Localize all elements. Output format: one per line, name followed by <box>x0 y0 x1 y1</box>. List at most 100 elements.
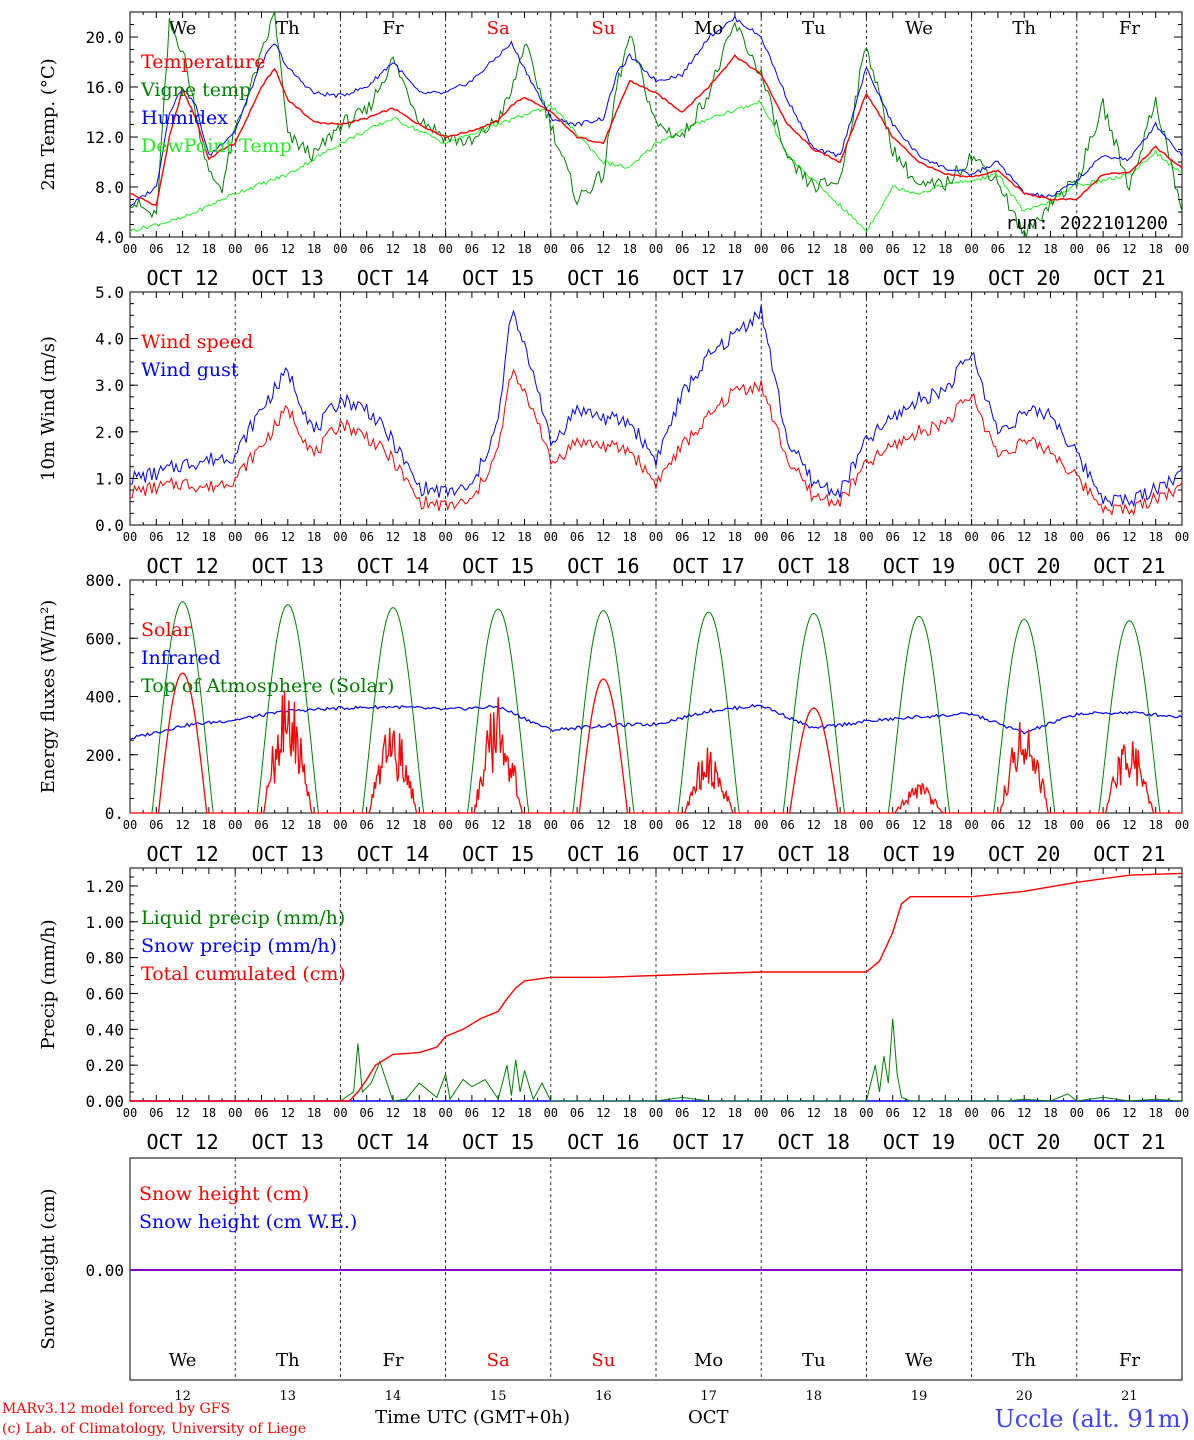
temperature-panel: 4.0 8.0 12.0 16.0 20.0 2m Temp. (°C) 00 06 12 18 O… <box>38 10 1189 290</box>
y-tick-label: 600. <box>85 629 124 648</box>
hour-tick-label: 12 <box>596 818 610 832</box>
hour-tick-label: 00 <box>1175 818 1189 832</box>
hour-tick-label: 18 <box>1148 818 1162 832</box>
hour-tick-label: 06 <box>465 242 479 256</box>
date-label: OCT 15 <box>462 842 534 866</box>
hour-tick-label: 00 <box>123 1106 137 1120</box>
y-tick-label: 0.00 <box>85 1261 124 1280</box>
precip-panel: 0.00 0.20 0.40 0.60 0.80 1.00 1.20 Precip (mm/h… <box>38 867 1189 1154</box>
y-tick-label: 0. <box>105 804 124 823</box>
hour-tick-label: 00 <box>754 530 768 544</box>
weekday-label: Th <box>276 18 300 39</box>
hour-tick-label: 00 <box>649 818 663 832</box>
hour-tick-label: 06 <box>780 1106 794 1120</box>
day-number-label: 15 <box>490 1389 507 1404</box>
hour-tick-label: 12 <box>912 530 926 544</box>
hour-tick-label: 00 <box>438 818 452 832</box>
hour-tick-label: 00 <box>438 530 452 544</box>
hour-tick-label: 06 <box>991 530 1005 544</box>
y-tick-label: 0.60 <box>85 984 124 1003</box>
y-tick-label: 0.0 <box>95 516 124 535</box>
series-line <box>130 54 1183 207</box>
date-label: OCT 13 <box>252 1130 324 1154</box>
date-label: OCT 21 <box>1093 266 1165 290</box>
hour-tick-label: 12 <box>175 818 189 832</box>
weekday-label: Su <box>591 1350 615 1371</box>
weekday-label: Th <box>276 1350 300 1371</box>
series-line <box>129 368 1183 517</box>
hour-tick-label: 18 <box>202 818 216 832</box>
hour-tick-label: 06 <box>254 818 268 832</box>
hour-tick-label: 00 <box>544 1106 558 1120</box>
date-label: OCT 17 <box>672 554 744 578</box>
hour-tick-label: 18 <box>412 1106 426 1120</box>
day-number-label: 16 <box>595 1389 612 1404</box>
series-line <box>130 1018 1183 1102</box>
hour-tick-label: 00 <box>1070 242 1084 256</box>
hour-tick-label: 00 <box>754 818 768 832</box>
hour-tick-label: 18 <box>412 530 426 544</box>
hour-tick-label: 06 <box>1096 818 1110 832</box>
hour-tick-label: 18 <box>517 242 531 256</box>
hour-tick-label: 00 <box>333 818 347 832</box>
weekday-label: Fr <box>1119 1350 1140 1371</box>
series-line <box>129 99 1183 233</box>
y-tick-label: 1.0 <box>95 469 124 488</box>
x-axis-month: OCT <box>688 1407 729 1428</box>
hour-tick-label: 06 <box>254 530 268 544</box>
hour-tick-label: 06 <box>780 530 794 544</box>
hour-tick-label: 18 <box>202 242 216 256</box>
hour-tick-label: 18 <box>1148 530 1162 544</box>
hour-tick-label: 06 <box>885 242 899 256</box>
hour-tick-label: 06 <box>991 242 1005 256</box>
hour-tick-label: 00 <box>123 818 137 832</box>
legend-entry: Snow height (cm W.E.) <box>139 1211 357 1233</box>
hour-tick-label: 06 <box>570 818 584 832</box>
hour-tick-label: 12 <box>807 818 821 832</box>
weekday-label: We <box>905 1350 933 1371</box>
date-label: OCT 12 <box>146 266 218 290</box>
hour-tick-label: 00 <box>228 530 242 544</box>
y-tick-label: 1.20 <box>85 877 124 896</box>
y-tick-label: 3.0 <box>95 376 124 395</box>
hour-tick-label: 00 <box>964 242 978 256</box>
legend-entry: Liquid precip (mm/h) <box>141 907 345 929</box>
date-label: OCT 18 <box>778 1130 850 1154</box>
day-number-label: 20 <box>1016 1389 1033 1404</box>
hour-tick-label: 12 <box>386 242 400 256</box>
hour-tick-label: 00 <box>1175 530 1189 544</box>
hour-tick-label: 06 <box>465 818 479 832</box>
hour-tick-label: 12 <box>1122 530 1136 544</box>
date-label: OCT 21 <box>1093 1130 1165 1154</box>
hour-tick-label: 06 <box>570 1106 584 1120</box>
y-tick-label: 800. <box>85 571 124 590</box>
weekday-label: Th <box>1012 18 1036 39</box>
hour-tick-label: 06 <box>254 242 268 256</box>
hour-tick-label: 12 <box>386 530 400 544</box>
hour-tick-label: 12 <box>491 1106 505 1120</box>
hour-tick-label: 00 <box>649 242 663 256</box>
snow-panel: 0.00 Snow height (cm) Snow height (cm) Snow… <box>38 1157 1183 1404</box>
date-label: OCT 20 <box>988 266 1060 290</box>
date-label: OCT 20 <box>988 1130 1060 1154</box>
legend-entry: Snow height (cm) <box>139 1183 309 1205</box>
hour-tick-label: 12 <box>491 818 505 832</box>
hour-tick-label: 12 <box>912 1106 926 1120</box>
date-label: OCT 12 <box>146 1130 218 1154</box>
date-label: OCT 19 <box>883 842 955 866</box>
hour-tick-label: 18 <box>833 530 847 544</box>
weekday-label: Sa <box>487 1350 510 1371</box>
hour-tick-label: 18 <box>622 242 636 256</box>
weekday-label: Tu <box>802 1350 826 1371</box>
hour-tick-label: 18 <box>622 530 636 544</box>
hour-tick-label: 00 <box>649 1106 663 1120</box>
hour-tick-label: 06 <box>991 818 1005 832</box>
hour-tick-label: 18 <box>1148 1106 1162 1120</box>
y-tick-label: 400. <box>85 688 124 707</box>
hour-tick-label: 06 <box>780 818 794 832</box>
hour-tick-label: 18 <box>517 530 531 544</box>
hour-tick-label: 06 <box>359 818 373 832</box>
hour-tick-label: 18 <box>1043 818 1057 832</box>
hour-tick-label: 12 <box>1017 242 1031 256</box>
